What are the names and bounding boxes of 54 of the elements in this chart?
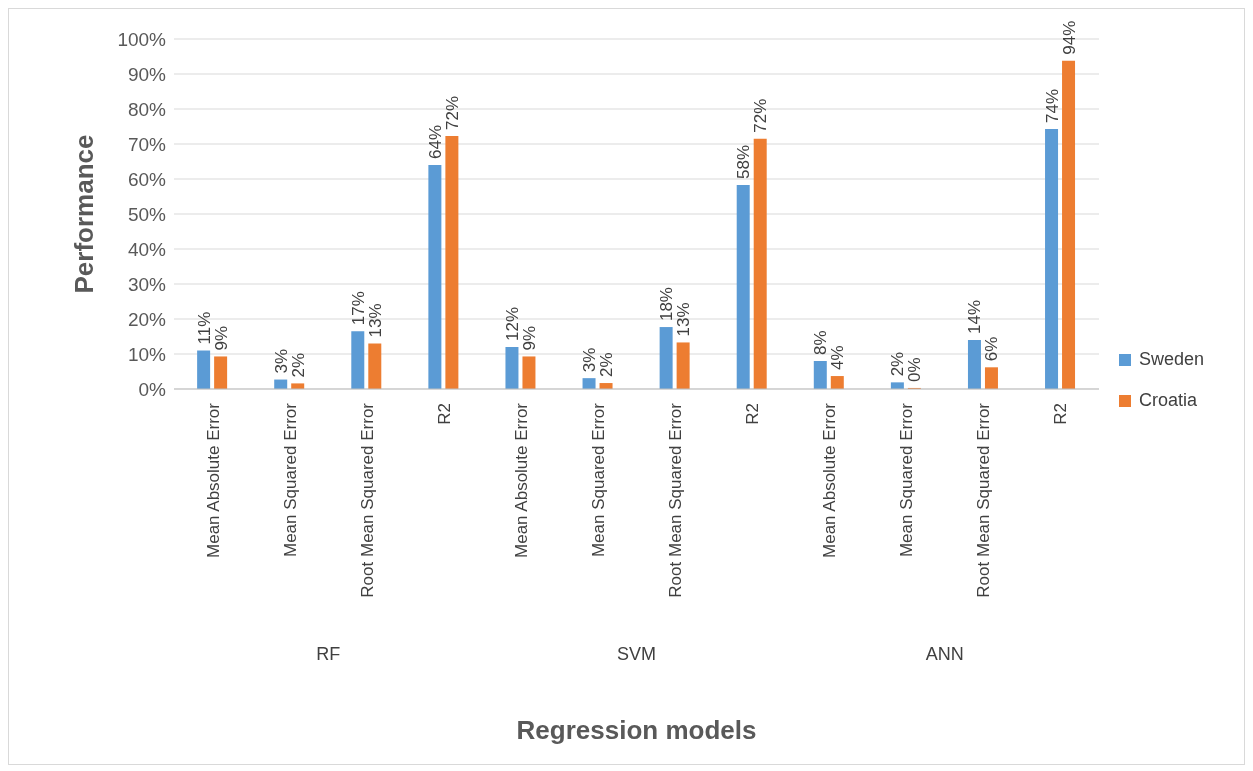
text: SVM xyxy=(616,644,657,665)
x-tick-label: Mean Absolute Error xyxy=(203,402,223,558)
data-label: 58% xyxy=(734,144,754,179)
data-label: 2% xyxy=(288,352,308,378)
data-label: 18% xyxy=(657,287,677,322)
text: RF xyxy=(315,644,342,665)
data-label: 3% xyxy=(580,347,600,373)
x-tick-label: R2 xyxy=(743,403,763,425)
x-tick-label: Mean Squared Error xyxy=(280,402,300,558)
y-tick-label: 30% xyxy=(127,273,167,295)
y-axis-title: Performance xyxy=(69,134,100,294)
data-label: 72% xyxy=(751,98,771,133)
data-label: 94% xyxy=(1059,20,1079,55)
x-tick-label: Mean Squared Error xyxy=(588,402,608,558)
data-label: 2% xyxy=(888,351,908,377)
data-label: 3% xyxy=(271,348,291,374)
legend-label: Sweden xyxy=(1138,349,1205,370)
y-tick-label: 10% xyxy=(127,343,167,365)
data-label: 12% xyxy=(502,306,522,341)
data-label: 72% xyxy=(442,95,462,130)
data-label: 8% xyxy=(811,330,831,355)
data-label: 17% xyxy=(348,291,368,326)
text: ANN xyxy=(924,644,965,665)
data-label: 2% xyxy=(597,352,617,378)
data-label: 6% xyxy=(982,336,1002,362)
x-tick-label: Mean Absolute Error xyxy=(511,402,531,558)
y-tick-label: 0% xyxy=(138,378,167,400)
x-tick-label: Root Mean Squared Error xyxy=(666,402,686,598)
y-tick-label: 60% xyxy=(127,168,167,190)
data-label: 4% xyxy=(828,345,848,371)
data-label: 9% xyxy=(519,325,539,351)
data-label: 13% xyxy=(674,302,694,337)
x-tick-label: Root Mean Squared Error xyxy=(357,402,377,598)
y-tick-label: 40% xyxy=(127,238,167,260)
legend-label: Croatia xyxy=(1138,390,1199,411)
data-label: 64% xyxy=(425,124,445,159)
data-label: 14% xyxy=(965,299,985,334)
x-axis-title: Regression models xyxy=(516,715,757,745)
data-label: 11% xyxy=(194,311,214,345)
x-tick-label: Root Mean Squared Error xyxy=(974,402,994,598)
y-tick-label: 70% xyxy=(127,133,167,155)
data-label: 0% xyxy=(905,357,925,382)
x-tick-label: Mean Squared Error xyxy=(897,402,917,558)
data-label: 13% xyxy=(365,303,385,338)
x-tick-label: Mean Absolute Error xyxy=(820,402,840,558)
x-tick-label: R2 xyxy=(434,403,454,425)
data-label: 9% xyxy=(211,325,231,351)
y-tick-label: 20% xyxy=(127,308,167,330)
y-tick-label: 90% xyxy=(127,63,167,85)
y-tick-label: 100% xyxy=(117,28,167,50)
x-tick-label: R2 xyxy=(1051,403,1071,425)
y-tick-label: 50% xyxy=(127,203,167,225)
y-tick-label: 80% xyxy=(127,98,167,120)
data-label: 74% xyxy=(1042,88,1062,123)
